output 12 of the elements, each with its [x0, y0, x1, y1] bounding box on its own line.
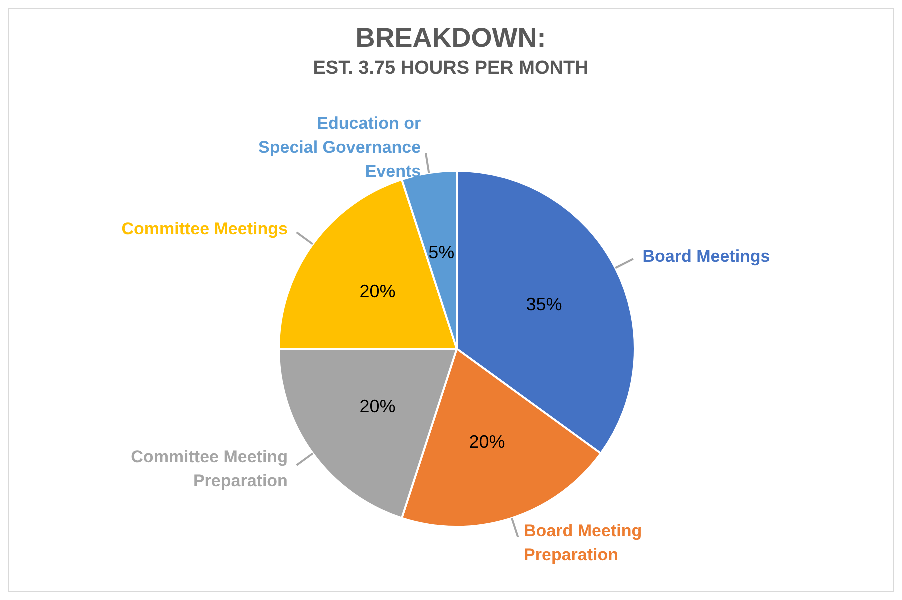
slice-label: Board Meeting Preparation: [524, 522, 642, 565]
slice-label: Committee Meeting Preparation: [131, 447, 288, 490]
chart-subtitle: EST. 3.75 HOURS PER MONTH: [312, 58, 590, 80]
chart-title: BREAKDOWN:: [354, 23, 548, 54]
data-label: 5%: [428, 242, 455, 262]
data-label: 20%: [469, 432, 506, 452]
slice-label: Committee Meetings: [122, 220, 288, 239]
data-label: 20%: [360, 396, 396, 417]
slice-label: Board Meetings: [642, 246, 770, 266]
slice-label: Education or Special Governance Events: [258, 114, 422, 182]
data-label: 20%: [360, 281, 396, 302]
data-label: 35%: [526, 294, 562, 315]
